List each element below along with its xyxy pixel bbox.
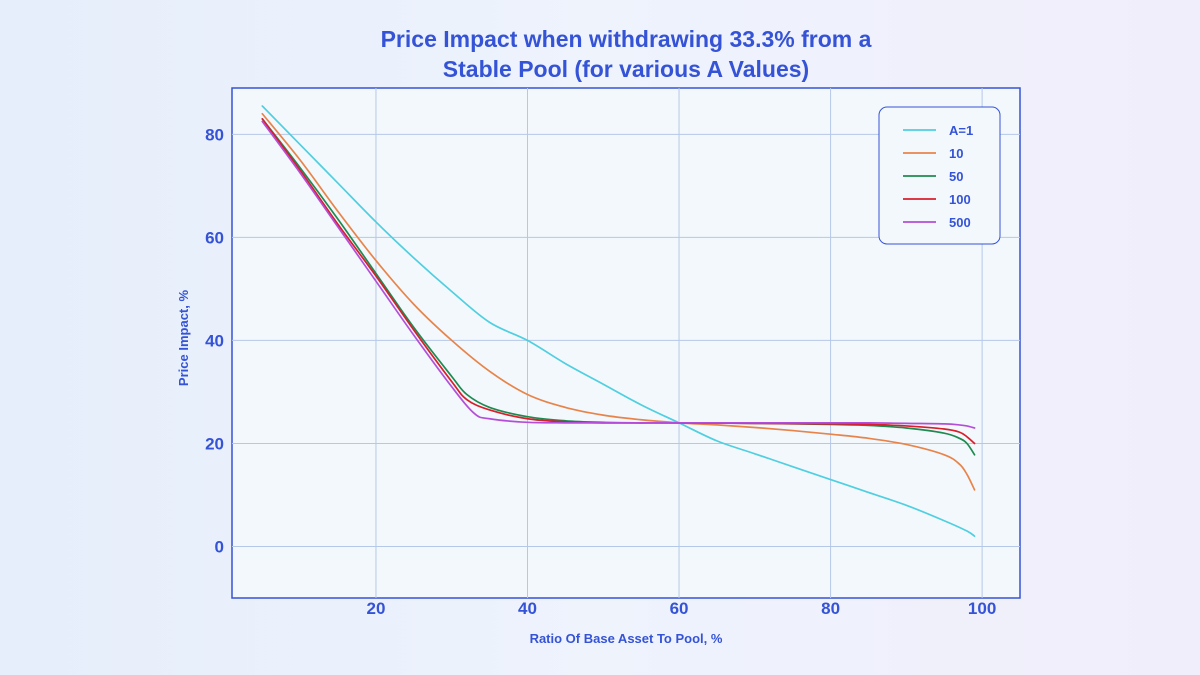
x-tick-label: 40: [518, 599, 537, 618]
x-tick-label: 100: [968, 599, 996, 618]
legend-label-a-1: A=1: [949, 123, 973, 138]
y-tick-label: 60: [205, 228, 224, 247]
x-axis-label: Ratio Of Base Asset To Pool, %: [530, 631, 723, 646]
series-lines: [261, 105, 976, 538]
legend-label-50: 50: [949, 169, 963, 184]
chart-title-line-2: Stable Pool (for various A Values): [442, 56, 810, 82]
x-tick-label: 20: [367, 599, 386, 618]
series-line-a-1: [261, 105, 976, 538]
x-axis-ticks: 20 40 60 80 100: [367, 599, 997, 618]
y-tick-label: 20: [205, 434, 224, 453]
chart-title: Price Impact when withdrawing 33.3% from…: [0, 24, 1200, 84]
y-tick-label: 80: [205, 125, 224, 144]
legend-label-100: 100: [949, 192, 971, 207]
y-tick-label: 40: [205, 331, 224, 350]
x-tick-label: 80: [821, 599, 840, 618]
legend-label-500: 500: [949, 215, 971, 230]
y-axis-ticks: 0 20 40 60 80: [205, 125, 224, 556]
y-axis-label: Price Impact, %: [176, 290, 191, 387]
x-tick-label: 60: [670, 599, 689, 618]
chart-title-line-1: Price Impact when withdrawing 33.3% from…: [380, 26, 872, 52]
series-line-10: [261, 112, 976, 491]
legend: A=1 10 50 100 500: [878, 106, 1001, 245]
legend-box: [878, 106, 1001, 245]
y-tick-label: 0: [215, 537, 224, 556]
legend-label-10: 10: [949, 146, 963, 161]
series-line-500: [261, 120, 976, 429]
